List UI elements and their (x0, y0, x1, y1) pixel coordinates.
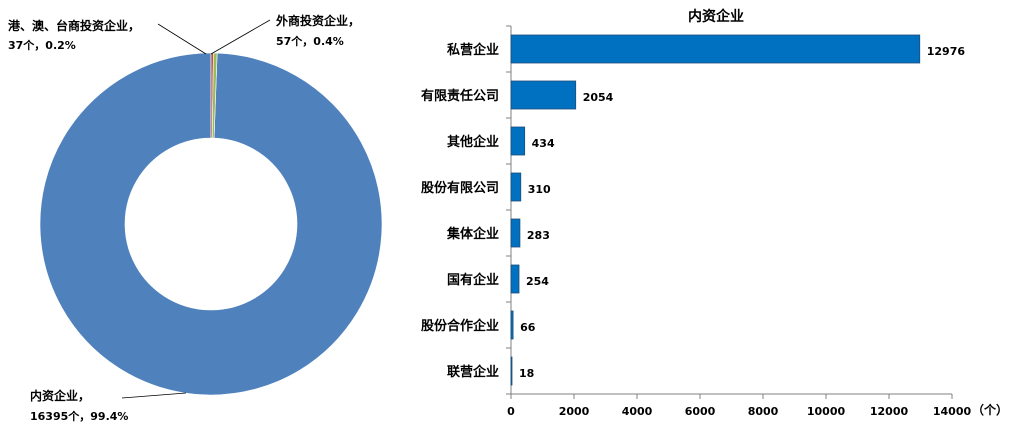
value-label: 66 (520, 321, 536, 334)
bar-chart-title: 内资企业 (688, 8, 744, 25)
bar-3 (510, 172, 522, 202)
category-label: 有限责任公司 (421, 88, 499, 104)
value-label: 310 (528, 183, 551, 196)
category-label: 股份合作企业 (421, 318, 499, 334)
bar-2 (510, 126, 526, 156)
label-domestic-name: 内资企业， (30, 388, 90, 403)
value-label: 18 (519, 367, 534, 380)
category-label: 股份有限公司 (421, 180, 499, 196)
bar-chart: 内资企业 私营企业 12976 有限责任公司 2054 其他企业 434 股份有限公司 310… (421, 8, 1008, 418)
x-axis-unit-label: （个） (972, 402, 1008, 417)
x-tick-label: 12000 (870, 405, 909, 418)
value-label: 2054 (583, 91, 614, 104)
x-tick-label: 0 (507, 405, 515, 418)
category-label: 私营企业 (447, 42, 499, 58)
category-label: 其他企业 (447, 134, 499, 150)
label-foreign-name: 外商投资企业， (276, 13, 360, 28)
value-label: 12976 (927, 45, 966, 58)
value-label: 434 (532, 137, 555, 150)
label-hk-macau-taiwan-value: 37个，0.2% (8, 38, 76, 52)
category-label: 集体企业 (446, 226, 499, 242)
label-hk-macau-taiwan-name: 港、澳、台商投资企业， (8, 18, 140, 33)
bar-0 (510, 34, 921, 64)
x-tick-label: 10000 (807, 405, 846, 418)
x-tick-label: 2000 (559, 405, 590, 418)
category-label: 联营企业 (447, 364, 499, 380)
x-tick-label: 6000 (685, 405, 716, 418)
bar-1 (510, 80, 577, 110)
label-domestic-leader-line (121, 392, 187, 399)
value-label: 283 (527, 229, 550, 242)
label-domestic-value: 16395个，99.4% (30, 409, 128, 423)
bar-6 (510, 310, 514, 340)
bar-4 (510, 218, 521, 248)
category-label: 国有企业 (447, 272, 499, 288)
donut-chart (39, 52, 383, 396)
label-foreign-leader-line (210, 19, 271, 55)
x-tick-label: 4000 (622, 405, 653, 418)
bar-5 (510, 264, 520, 294)
donut-slice-foreign (211, 52, 218, 139)
x-tick-label: 8000 (748, 405, 779, 418)
label-foreign-value: 57个，0.4% (276, 34, 344, 48)
label-hk-macau-taiwan-leader-line (157, 23, 207, 55)
value-label: 254 (526, 275, 549, 288)
donut-slice-domestic (39, 52, 383, 396)
x-tick-label: 14000 (933, 405, 972, 418)
bar-7 (510, 356, 513, 386)
donut-labels: 内资企业， 16395个，99.4% 港、澳、台商投资企业， 37个，0.2% 外商投资… (8, 13, 360, 423)
